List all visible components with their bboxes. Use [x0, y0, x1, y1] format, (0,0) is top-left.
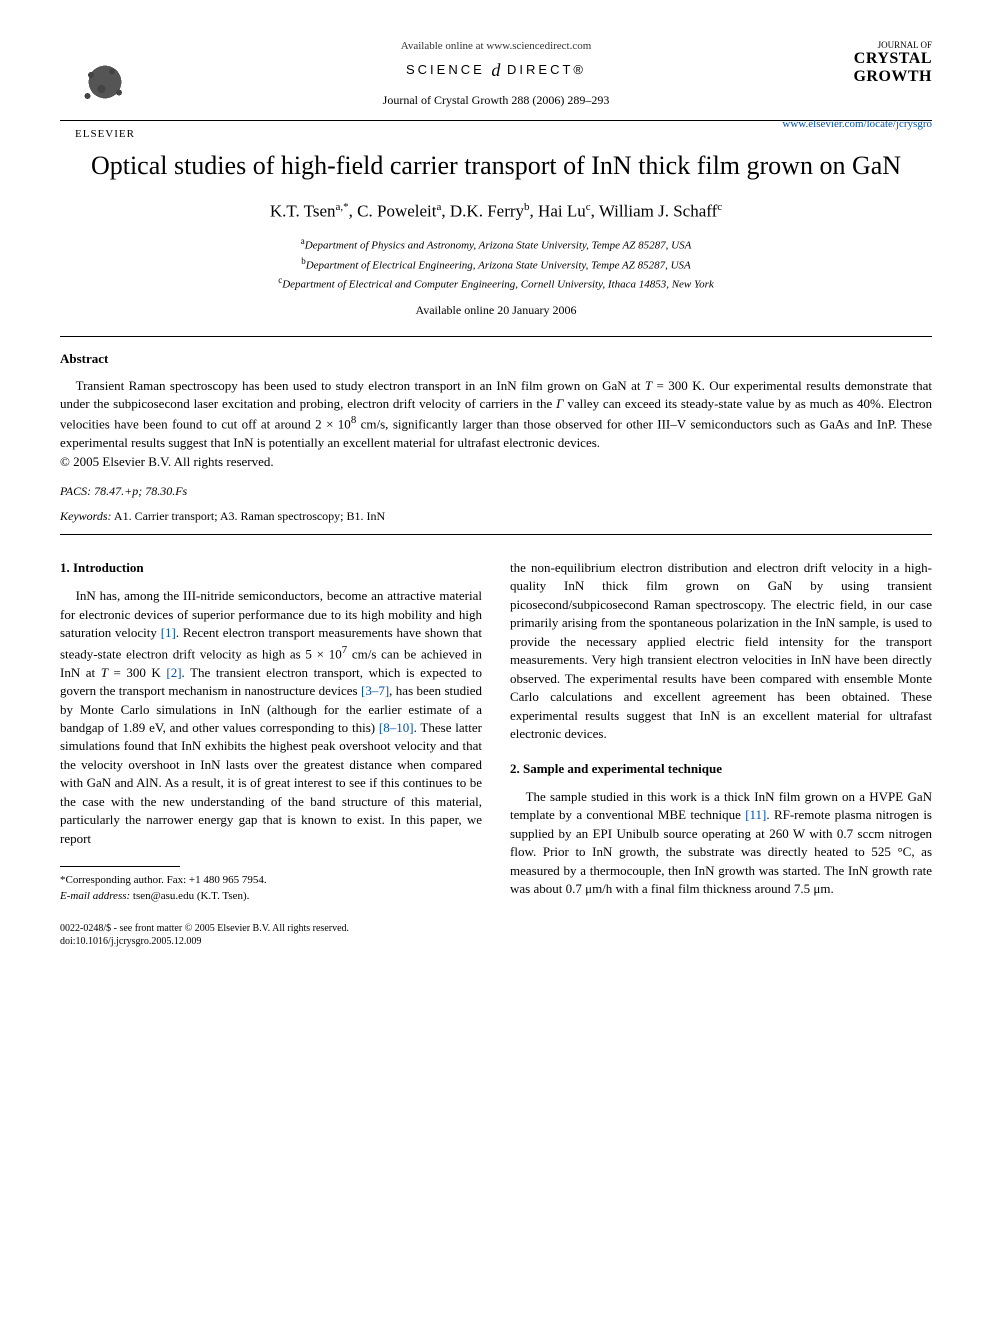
abstract-heading: Abstract: [60, 351, 932, 367]
footer-block: 0022-0248/$ - see front matter © 2005 El…: [60, 922, 482, 948]
abstract-bottom-rule: [60, 534, 932, 535]
pacs-line: PACS: 78.47.+p; 78.30.Fs: [60, 484, 932, 499]
journal-url-link[interactable]: www.elsevier.com/locate/jcrysgro: [782, 118, 932, 130]
sd-right: DIRECT®: [507, 62, 586, 77]
journal-logo-line1: CRYSTAL: [853, 50, 932, 68]
column-right: the non-equilibrium electron distributio…: [510, 559, 932, 948]
pacs-label: PACS:: [60, 484, 91, 498]
abstract-body: Transient Raman spectroscopy has been us…: [60, 377, 932, 452]
affiliation-a: aDepartment of Physics and Astronomy, Ar…: [60, 235, 932, 254]
section-1-heading: 1. Introduction: [60, 559, 482, 577]
sd-at-icon: d: [491, 60, 500, 80]
affiliation-b: bDepartment of Electrical Engineering, A…: [60, 255, 932, 274]
journal-logo-prefix: JOURNAL OF: [853, 40, 932, 50]
elsevier-tree-icon: [70, 54, 140, 124]
elsevier-logo: ELSEVIER: [60, 40, 150, 140]
keywords-value: A1. Carrier transport; A3. Raman spectro…: [114, 509, 385, 523]
page-header: ELSEVIER JOURNAL OF CRYSTAL GROWTH Avail…: [60, 40, 932, 121]
keywords-label: Keywords:: [60, 509, 112, 523]
authors-list: K.T. Tsena,*, C. Poweleita, D.K. Ferryb,…: [60, 201, 932, 222]
footnote-email-label: E-mail address:: [60, 890, 130, 902]
footnote-email-line: E-mail address: tsen@asu.edu (K.T. Tsen)…: [60, 889, 482, 904]
footnote-email: tsen@asu.edu (K.T. Tsen).: [133, 890, 249, 902]
footnote-fax: *Corresponding author. Fax: +1 480 965 7…: [60, 873, 482, 888]
sample-paragraph-1: The sample studied in this work is a thi…: [510, 788, 932, 899]
abstract-copyright: © 2005 Elsevier B.V. All rights reserved…: [60, 454, 932, 470]
footnote-divider: [60, 866, 180, 867]
intro-paragraph-1-continued: the non-equilibrium electron distributio…: [510, 559, 932, 744]
publication-date: Available online 20 January 2006: [60, 303, 932, 318]
journal-reference: Journal of Crystal Growth 288 (2006) 289…: [60, 93, 932, 108]
intro-paragraph-1: InN has, among the III-nitride semicondu…: [60, 587, 482, 848]
column-left: 1. Introduction InN has, among the III-n…: [60, 559, 482, 948]
section-2-heading: 2. Sample and experimental technique: [510, 760, 932, 778]
footer-copyright: 0022-0248/$ - see front matter © 2005 El…: [60, 922, 482, 935]
pacs-value: 78.47.+p; 78.30.Fs: [94, 484, 187, 498]
journal-logo: JOURNAL OF CRYSTAL GROWTH: [853, 40, 932, 86]
available-online-text: Available online at www.sciencedirect.co…: [60, 40, 932, 52]
sd-left: SCIENCE: [406, 62, 485, 77]
elsevier-label: ELSEVIER: [75, 128, 135, 140]
abstract-top-rule: [60, 336, 932, 337]
corresponding-author-footnote: *Corresponding author. Fax: +1 480 965 7…: [60, 873, 482, 904]
affiliations-block: aDepartment of Physics and Astronomy, Ar…: [60, 235, 932, 292]
article-title: Optical studies of high-field carrier tr…: [60, 149, 932, 183]
body-columns: 1. Introduction InN has, among the III-n…: [60, 559, 932, 948]
footer-doi: doi:10.1016/j.jcrysgro.2005.12.009: [60, 935, 482, 948]
journal-logo-line2: GROWTH: [853, 68, 932, 86]
sciencedirect-logo: SCIENCE d DIRECT®: [60, 60, 932, 81]
keywords-line: Keywords: A1. Carrier transport; A3. Ram…: [60, 509, 932, 524]
affiliation-c: cDepartment of Electrical and Computer E…: [60, 274, 932, 293]
